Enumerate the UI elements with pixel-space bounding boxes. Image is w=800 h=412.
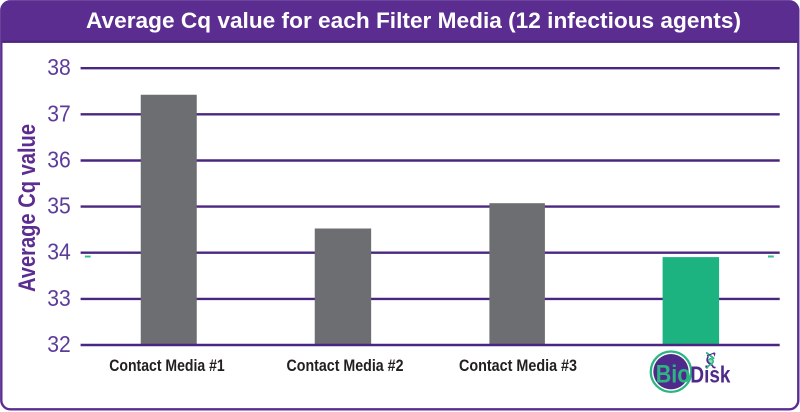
svg-text:37: 37 [47, 100, 71, 126]
svg-text:Average Cq value for each Filt: Average Cq value for each Filter Media (… [86, 8, 741, 33]
svg-text:Average Cq value: Average Cq value [14, 124, 41, 292]
svg-text:36: 36 [47, 147, 71, 173]
svg-text:Bio: Bio [656, 360, 691, 388]
svg-text:38: 38 [47, 54, 71, 80]
svg-text:Disk: Disk [690, 361, 730, 387]
svg-text:35: 35 [47, 193, 71, 219]
svg-text:32: 32 [47, 331, 71, 357]
svg-text:Contact Media #2: Contact Media #2 [287, 356, 404, 375]
svg-text:34: 34 [47, 239, 71, 265]
svg-text:Contact Media #3: Contact Media #3 [459, 356, 577, 375]
svg-text:33: 33 [47, 285, 71, 311]
svg-text:Contact Media #1: Contact Media #1 [109, 356, 225, 375]
